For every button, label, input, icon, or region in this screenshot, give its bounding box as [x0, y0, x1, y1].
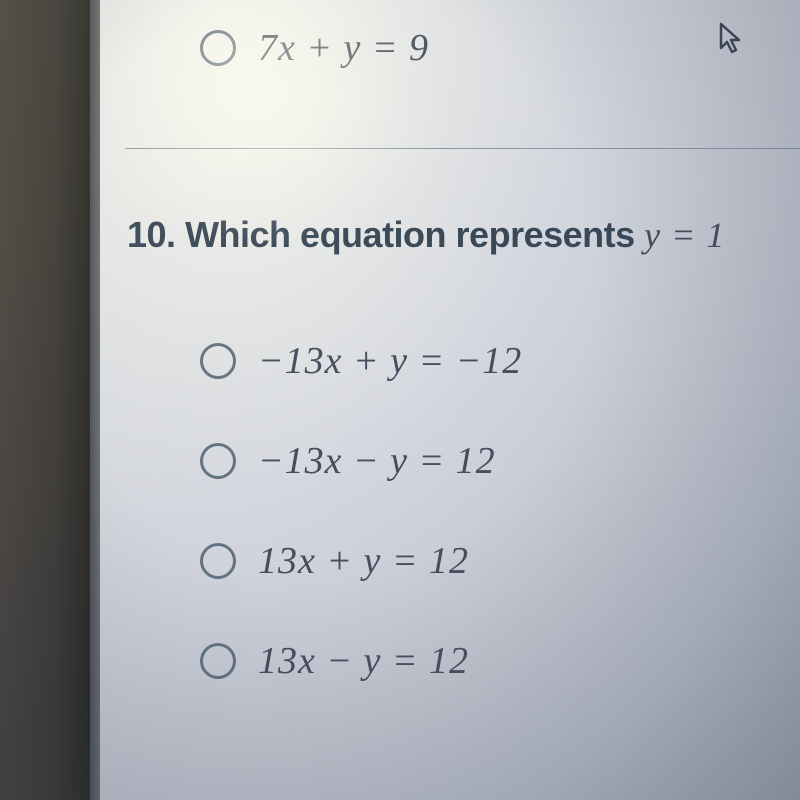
question-equation: y = 1: [644, 215, 725, 255]
quiz-content: 7x + y = 9 10. Which equation represents…: [125, 0, 800, 800]
radio-circle-icon[interactable]: [200, 343, 236, 379]
radio-circle-icon[interactable]: [200, 30, 236, 66]
question-prompt: 10. Which equation represents y = 1: [127, 214, 800, 256]
question-body: Which equation represents: [185, 214, 635, 255]
device-bezel: [0, 0, 90, 800]
question-number: 10.: [127, 214, 176, 255]
screen-edge: [90, 0, 100, 800]
equation-text: −13x + y = −12: [258, 339, 522, 383]
radio-circle-icon[interactable]: [200, 543, 236, 579]
equation-text: 7x + y = 9: [258, 26, 429, 70]
options-list: −13x + y = −12 −13x − y = 12 13x + y = 1…: [200, 331, 800, 691]
option-row-2[interactable]: 13x + y = 12: [200, 531, 800, 591]
cursor-icon: [717, 20, 745, 61]
radio-circle-icon[interactable]: [200, 643, 236, 679]
equation-text: 13x − y = 12: [258, 639, 469, 683]
question-divider: [125, 148, 800, 149]
equation-text: 13x + y = 12: [258, 539, 469, 583]
option-row-0[interactable]: −13x + y = −12: [200, 331, 800, 391]
previous-option-row[interactable]: 7x + y = 9: [200, 18, 800, 78]
option-row-1[interactable]: −13x − y = 12: [200, 431, 800, 491]
option-row-3[interactable]: 13x − y = 12: [200, 631, 800, 691]
equation-text: −13x − y = 12: [258, 439, 496, 483]
radio-circle-icon[interactable]: [200, 443, 236, 479]
